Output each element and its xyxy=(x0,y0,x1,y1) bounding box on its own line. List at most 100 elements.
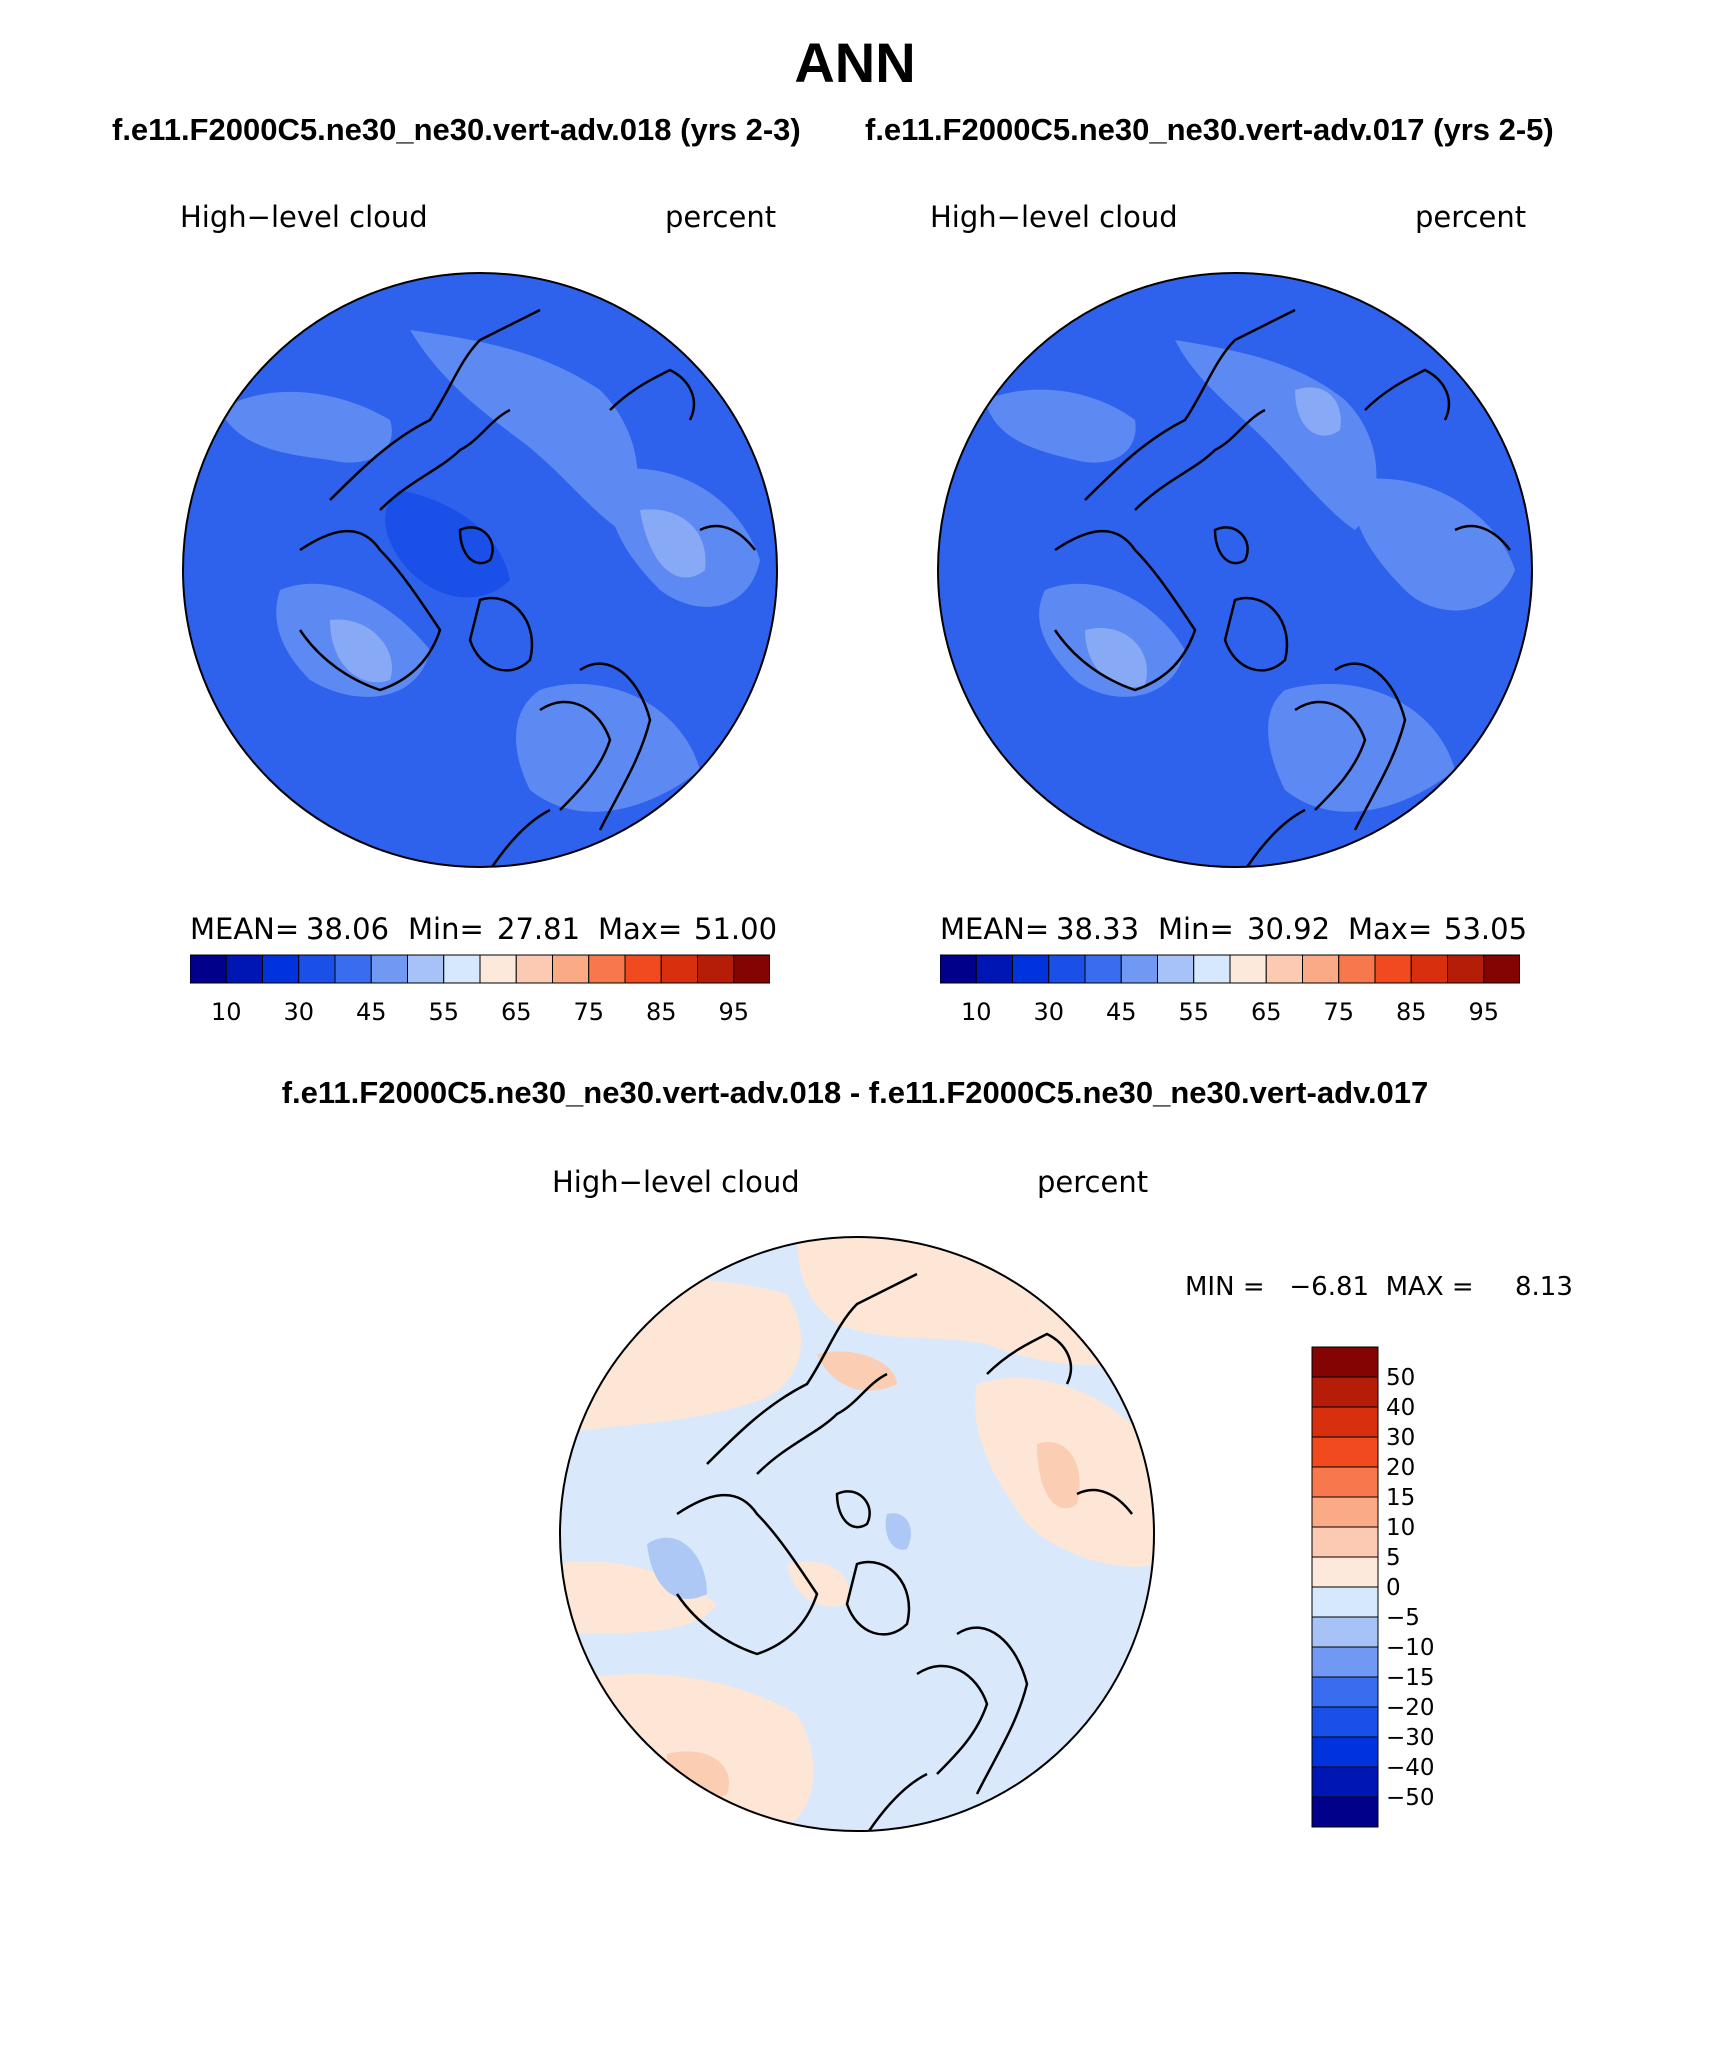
left-mean-value: 38.06 xyxy=(306,912,390,946)
colorbar-swatch xyxy=(588,954,626,984)
colorbar-tick-label: −10 xyxy=(1386,1635,1435,1661)
colorbar-swatch xyxy=(1012,954,1050,984)
colorbar-swatch xyxy=(298,954,336,984)
diff-panel-units: percent xyxy=(1037,1165,1149,1199)
colorbar-swatch xyxy=(733,954,770,984)
colorbar-swatch xyxy=(1311,1586,1379,1618)
colorbar-tick-label: 0 xyxy=(1386,1575,1401,1601)
coastlines xyxy=(1053,308,1511,867)
colorbar-swatch xyxy=(1311,1736,1379,1768)
colorbar-tick-label: 40 xyxy=(1386,1395,1415,1421)
colorbar-tick-label: 5 xyxy=(1386,1545,1401,1571)
difference-polar-map xyxy=(559,1236,1155,1832)
colorbar-tick-label: 95 xyxy=(718,998,749,1026)
colorbar-tick-label: 95 xyxy=(1468,998,1499,1026)
right-panel-units: percent xyxy=(1415,200,1527,234)
colorbar-swatch xyxy=(1410,954,1448,984)
right-mean-value: 38.33 xyxy=(1056,912,1140,946)
left-min-value: 27.81 xyxy=(497,912,581,946)
colorbar-swatch xyxy=(1311,1796,1379,1828)
colorbar-swatch xyxy=(552,954,590,984)
colorbar-swatch xyxy=(975,954,1013,984)
colorbar-tick-label: 30 xyxy=(1386,1425,1415,1451)
left-mean-label: MEAN= xyxy=(190,912,300,946)
coastlines xyxy=(298,308,756,867)
colorbar-swatch xyxy=(1084,954,1122,984)
colorbar-tick-label: 55 xyxy=(428,998,459,1026)
left-min-label: Min= xyxy=(408,912,484,946)
cloud-contour-region xyxy=(385,490,510,598)
diff-minmax: MIN = −6.81 MAX = 8.13 xyxy=(1185,1272,1573,1302)
cloud-contour-region xyxy=(1295,387,1341,436)
colorbar-tick-label: 75 xyxy=(1323,998,1354,1026)
colorbar-tick-label: 20 xyxy=(1386,1455,1415,1481)
colorbar-swatch xyxy=(1311,1496,1379,1528)
right-min-value: 30.92 xyxy=(1247,912,1331,946)
coastlines xyxy=(675,1272,1133,1831)
left-panel-header: f.e11.F2000C5.ne30_ne30.vert-adv.018 (yr… xyxy=(112,112,801,147)
figure-title: ANN xyxy=(794,31,916,94)
left-panel-units: percent xyxy=(665,200,777,234)
colorbar-swatch xyxy=(262,954,300,984)
colorbar-swatch xyxy=(1311,1526,1379,1558)
colorbar-tick-label: 45 xyxy=(1106,998,1137,1026)
colorbar-swatch xyxy=(697,954,735,984)
cloud-contour-region xyxy=(220,391,392,463)
left-max-value: 51.00 xyxy=(694,912,778,946)
colorbar-swatch xyxy=(1311,1436,1379,1468)
right-mean-label: MEAN= xyxy=(940,912,1050,946)
colorbar-tick-label: 45 xyxy=(356,998,387,1026)
colorbar-swatch xyxy=(479,954,517,984)
colorbar-tick-label: 65 xyxy=(501,998,532,1026)
cloud-contour-region xyxy=(330,619,392,683)
left-colorbar: 10 30 45 55 65 75 85 95 xyxy=(190,954,770,1026)
colorbar-tick-label: −40 xyxy=(1386,1755,1435,1781)
colorbar-tick-label: −5 xyxy=(1386,1605,1420,1631)
colorbar-swatch xyxy=(225,954,263,984)
diff-contour-region xyxy=(647,1537,707,1599)
colorbar-tick-label: −30 xyxy=(1386,1725,1435,1751)
right-colorbar: 10 30 45 55 65 75 85 95 xyxy=(940,954,1520,1026)
colorbar-tick-label: −50 xyxy=(1386,1785,1435,1811)
colorbar-swatch xyxy=(1311,1406,1379,1438)
colorbar-swatch xyxy=(1311,1706,1379,1738)
right-max-value: 53.05 xyxy=(1444,912,1528,946)
colorbar-tick-label: 10 xyxy=(1386,1515,1415,1541)
left-max-label: Max= xyxy=(598,912,683,946)
right-panel-variable: High−level cloud xyxy=(930,200,1178,234)
colorbar-swatch xyxy=(1311,1466,1379,1498)
colorbar-tick-label: 10 xyxy=(211,998,242,1026)
colorbar-swatch xyxy=(1338,954,1376,984)
left-panel-variable: High−level cloud xyxy=(180,200,428,234)
colorbar-tick-label: 55 xyxy=(1178,998,1209,1026)
colorbar-tick-label: 65 xyxy=(1251,998,1282,1026)
colorbar-swatch xyxy=(370,954,408,984)
colorbar-swatch xyxy=(1229,954,1267,984)
colorbar-swatch xyxy=(443,954,481,984)
colorbar-tick-label: 30 xyxy=(283,998,314,1026)
colorbar-tick-label: 10 xyxy=(961,998,992,1026)
colorbar-swatch xyxy=(1374,954,1412,984)
cloud-contour-region xyxy=(1353,478,1515,611)
colorbar-swatch xyxy=(334,954,372,984)
difference-header: f.e11.F2000C5.ne30_ne30.vert-adv.018 - f… xyxy=(281,1075,1429,1110)
colorbar-swatch xyxy=(1311,1646,1379,1678)
diff-contour-region xyxy=(560,1561,717,1634)
colorbar-swatch xyxy=(190,954,227,984)
colorbar-tick-label: −20 xyxy=(1386,1695,1435,1721)
right-max-label: Max= xyxy=(1348,912,1433,946)
colorbar-tick-label: 50 xyxy=(1386,1365,1415,1391)
colorbar-tick-label: 85 xyxy=(646,998,677,1026)
colorbar-swatch xyxy=(1120,954,1158,984)
colorbar-tick-label: 85 xyxy=(1396,998,1427,1026)
colorbar-swatch xyxy=(660,954,698,984)
colorbar-swatch xyxy=(1311,1556,1379,1588)
colorbar-swatch xyxy=(1311,1376,1379,1408)
colorbar-swatch xyxy=(1483,954,1520,984)
colorbar-swatch xyxy=(407,954,445,984)
colorbar-swatch xyxy=(1265,954,1303,984)
right-polar-map xyxy=(937,272,1533,868)
colorbar-tick-label: 15 xyxy=(1386,1485,1415,1511)
colorbar-swatch xyxy=(1193,954,1231,984)
cloud-contour-region xyxy=(985,389,1136,463)
